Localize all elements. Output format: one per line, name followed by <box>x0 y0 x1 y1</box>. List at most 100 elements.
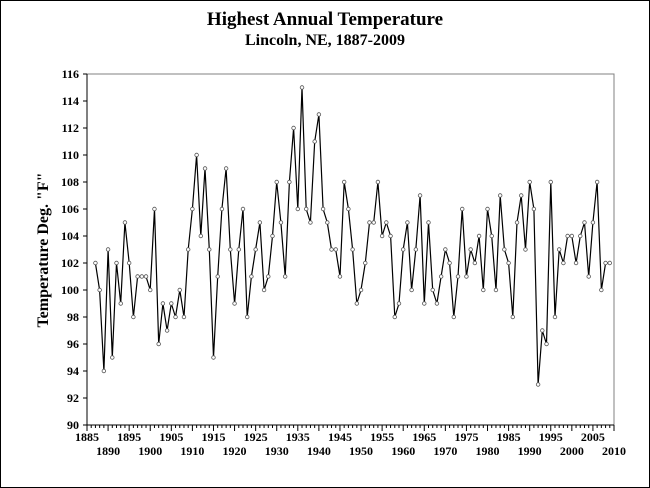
data-point <box>392 314 397 320</box>
y-tick-label: 98 <box>67 310 79 324</box>
data-point <box>426 220 431 225</box>
y-tick-label: 100 <box>61 283 79 297</box>
data-point <box>401 247 406 252</box>
data-point <box>502 247 507 252</box>
data-point <box>194 152 199 158</box>
data-point <box>139 274 145 279</box>
data-point <box>215 274 220 279</box>
data-point <box>514 220 520 225</box>
data-point <box>447 260 452 266</box>
data-point <box>476 233 482 239</box>
data-point <box>527 179 532 185</box>
data-point <box>371 220 376 225</box>
data-point <box>173 314 178 320</box>
data-point <box>169 301 174 306</box>
y-tick-label: 116 <box>62 67 79 81</box>
data-point <box>535 382 541 387</box>
x-tick-label: 2005 <box>581 430 605 444</box>
y-tick-label: 108 <box>61 175 79 189</box>
data-point <box>93 260 98 266</box>
x-tick-label: 2010 <box>602 444 626 458</box>
y-tick-label: 92 <box>67 391 79 405</box>
data-point <box>270 233 275 239</box>
y-tick-label: 112 <box>62 121 79 135</box>
data-point <box>329 247 334 252</box>
data-point <box>561 260 566 266</box>
x-tick-label: 1970 <box>433 444 457 458</box>
data-point <box>434 301 440 306</box>
data-point <box>240 206 246 212</box>
data-point <box>274 179 279 185</box>
data-point <box>396 301 402 306</box>
data-point <box>190 206 195 212</box>
data-point <box>245 314 250 320</box>
data-point <box>228 247 233 252</box>
x-tick-label: 1995 <box>539 430 563 444</box>
data-point <box>312 139 317 144</box>
y-axis-label: Temperature Deg. "F" <box>35 172 52 327</box>
x-tick-label: 1890 <box>96 444 120 458</box>
data-point <box>472 260 478 266</box>
y-tick-label: 96 <box>67 337 79 351</box>
data-point <box>105 247 111 252</box>
data-point <box>160 301 166 306</box>
data-point <box>417 193 423 198</box>
data-point <box>211 355 216 360</box>
chart-subtitle: Lincoln, NE, 1887-2009 <box>244 32 405 49</box>
data-point <box>101 368 107 374</box>
data-point <box>438 274 444 279</box>
data-point <box>164 328 170 333</box>
data-point <box>519 193 524 198</box>
x-tick-label: 1905 <box>159 430 183 444</box>
series-group <box>93 85 612 387</box>
data-point <box>573 260 579 266</box>
data-point <box>358 287 364 293</box>
data-point <box>118 301 123 306</box>
y-tick-label: 110 <box>62 148 79 162</box>
data-point <box>341 179 347 185</box>
data-point <box>185 247 191 252</box>
data-point <box>308 220 313 225</box>
x-tick-label: 1910 <box>180 444 204 458</box>
data-point <box>257 220 263 225</box>
data-point <box>506 260 511 266</box>
x-tick-label: 1935 <box>286 430 310 444</box>
data-point <box>531 206 537 212</box>
x-tick-label: 1895 <box>117 430 141 444</box>
x-tick-label: 1960 <box>391 444 415 458</box>
data-point <box>565 233 570 239</box>
data-point <box>135 274 140 279</box>
x-tick-label: 1925 <box>244 430 268 444</box>
data-point <box>346 206 351 212</box>
chart-title: Highest Annual Temperature <box>206 9 444 30</box>
y-tick-label: 94 <box>67 364 79 378</box>
x-tick-label: 1885 <box>75 430 99 444</box>
x-tick-label: 1915 <box>201 430 225 444</box>
data-point <box>460 206 465 212</box>
data-point <box>468 247 473 252</box>
data-point <box>333 247 338 252</box>
data-point <box>464 274 469 279</box>
data-point <box>379 233 385 239</box>
data-point <box>320 206 326 212</box>
data-point <box>325 220 330 225</box>
data-point <box>375 179 381 185</box>
data-point <box>582 220 587 225</box>
data-point <box>548 179 553 185</box>
x-tick-label: 1955 <box>370 430 394 444</box>
axes: 90 92 94 96 98 100 102 104 106 108 110 112 114 116 188… <box>61 67 626 458</box>
data-point <box>110 355 115 360</box>
data-point <box>249 274 254 279</box>
data-point <box>287 179 292 185</box>
data-point <box>481 287 486 293</box>
data-point <box>422 301 427 306</box>
data-point <box>552 314 558 320</box>
data-point <box>299 85 305 90</box>
data-point <box>304 206 309 212</box>
data-point <box>266 274 271 279</box>
data-point <box>236 247 241 252</box>
data-point <box>131 314 136 320</box>
data-point <box>493 287 499 293</box>
data-point <box>223 166 229 171</box>
x-tick-label: 1975 <box>454 430 478 444</box>
